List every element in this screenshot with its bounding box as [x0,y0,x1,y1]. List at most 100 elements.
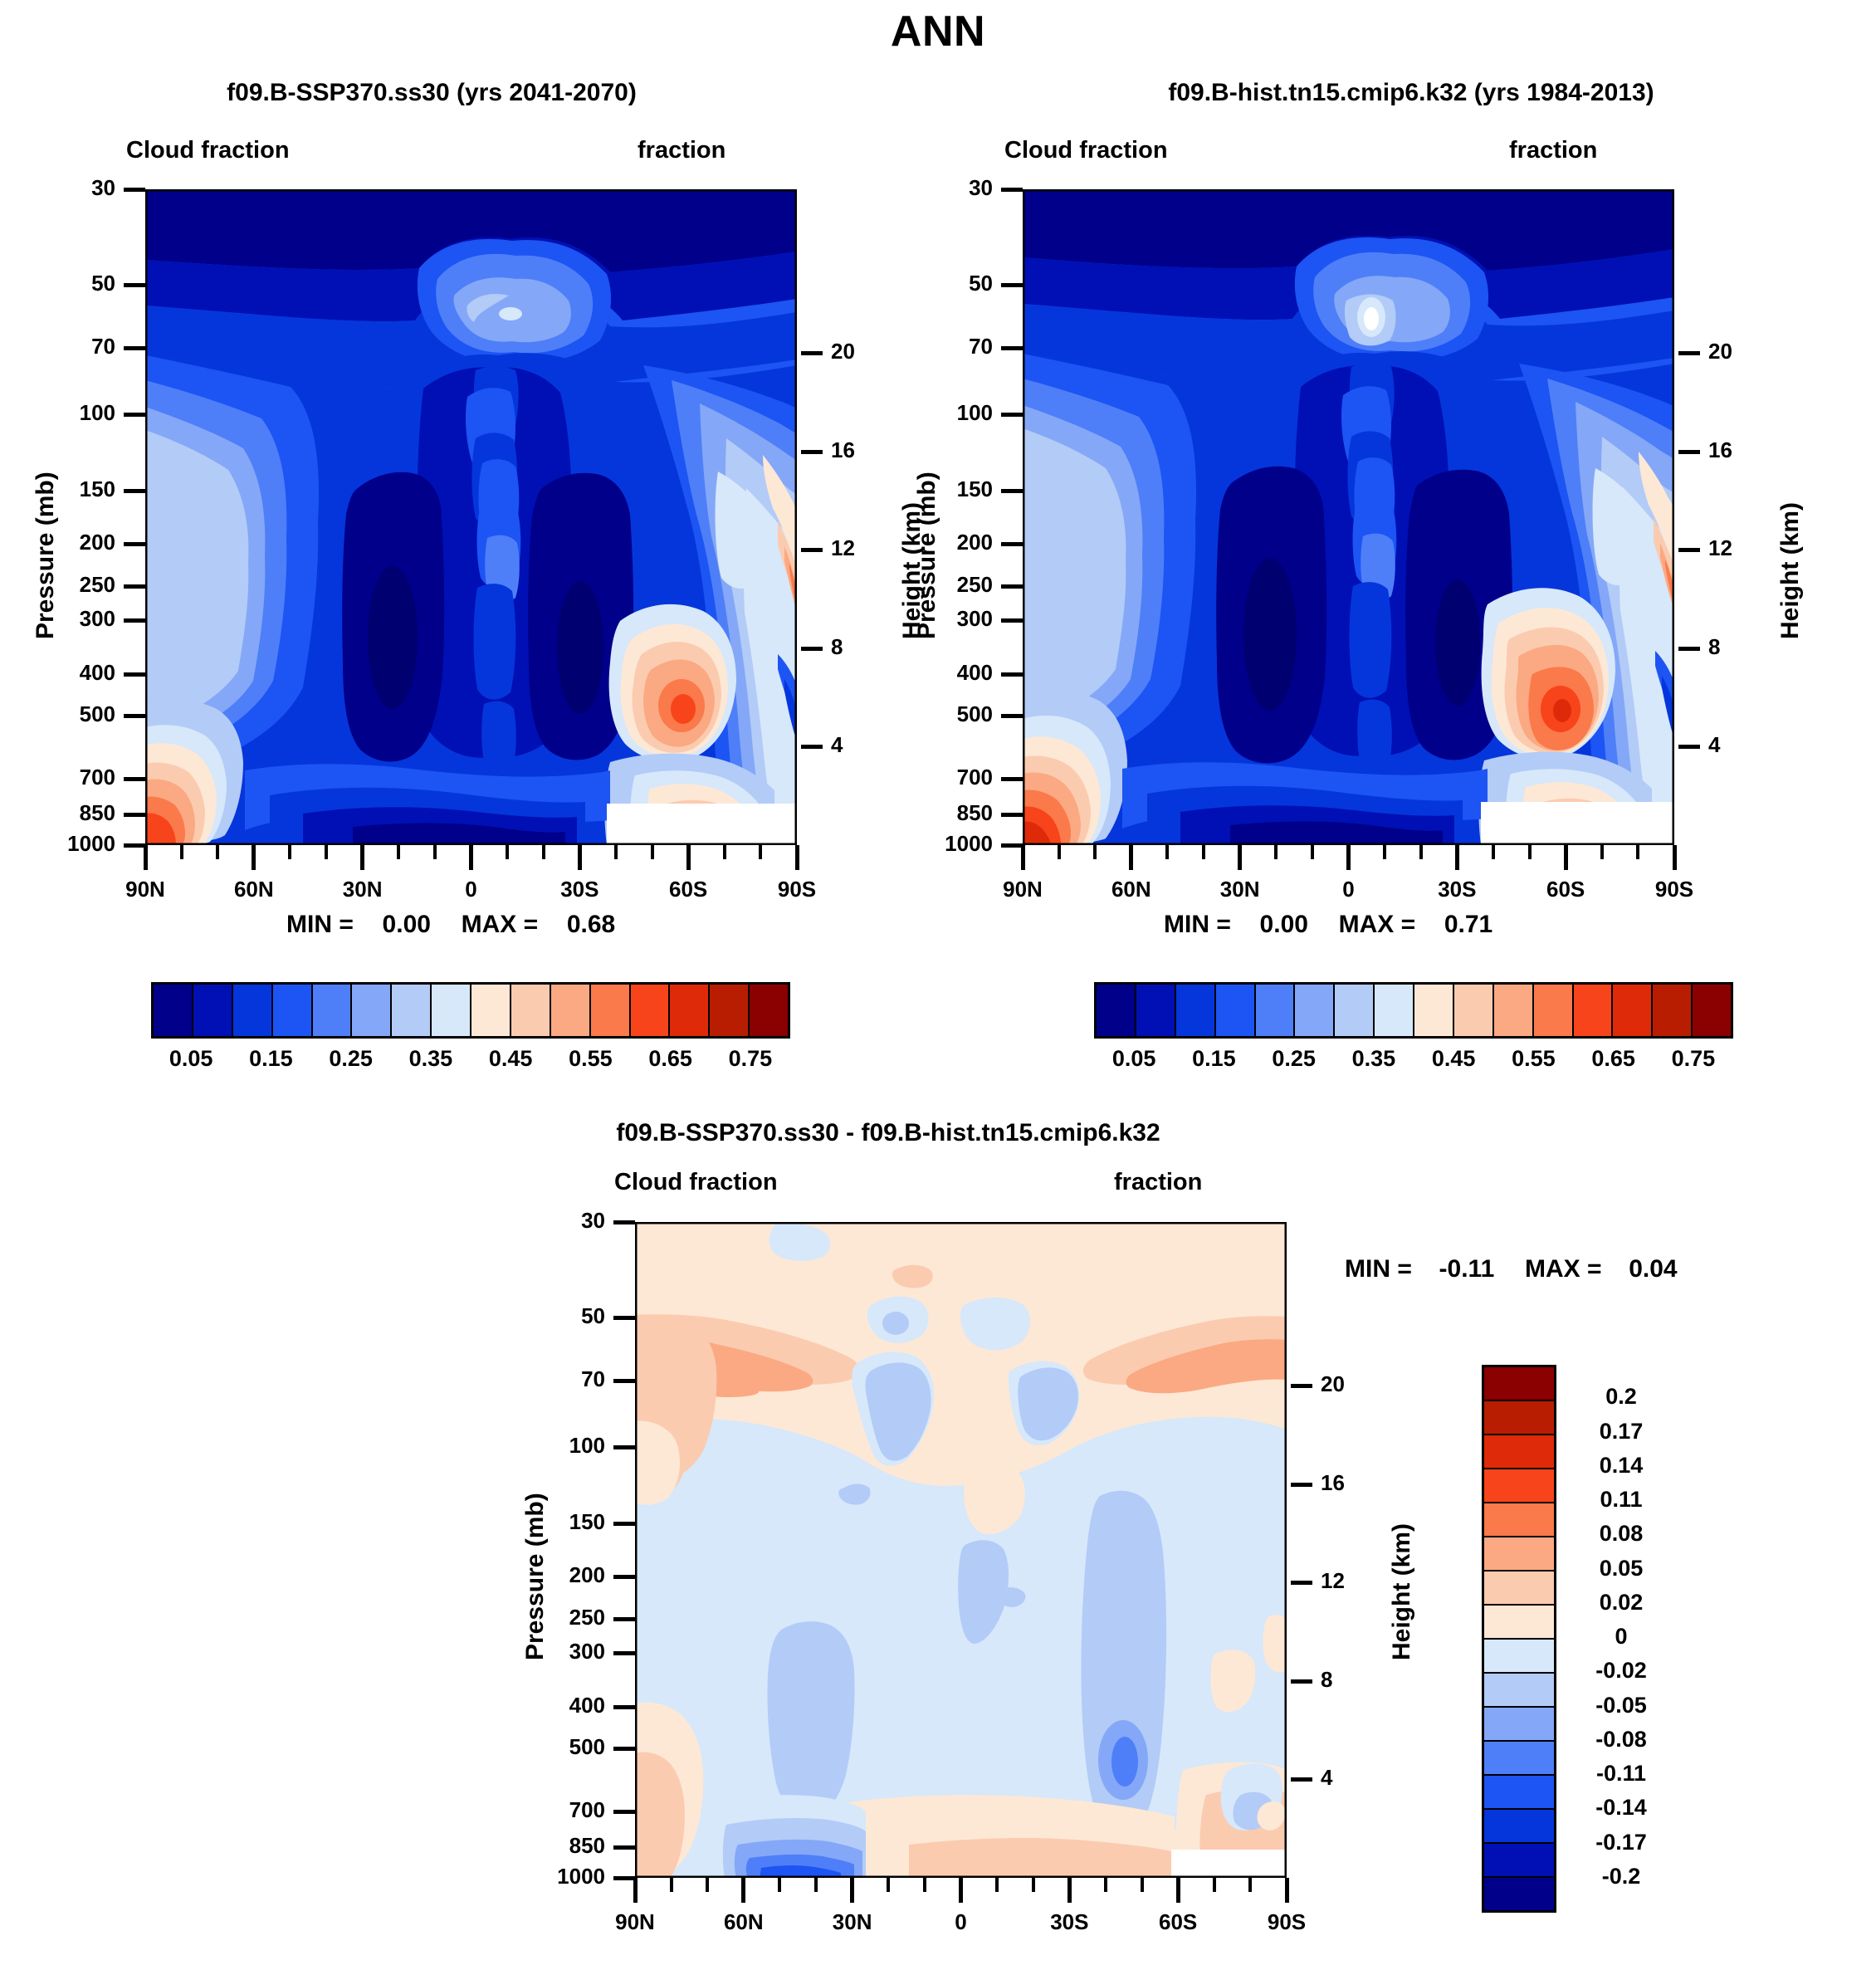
colorbar-cell[interactable] [352,985,393,1036]
colorbar-cell[interactable] [1484,1537,1554,1572]
colorbar-cell[interactable] [1484,1401,1554,1435]
y-tick-label: 1000 [945,831,993,856]
colorbar-cell[interactable] [1484,1742,1554,1776]
colorbar-cell[interactable] [1136,985,1176,1036]
colorbar-tick-label: 0.35 [1351,1046,1396,1071]
colorbar-cell[interactable] [1375,985,1414,1036]
x-tick-label: 90N [615,1909,655,1934]
y-tick-mark [613,1445,635,1450]
x-tick-label: 30N [342,877,383,902]
colorbar-cell[interactable] [1215,985,1256,1036]
colorbar-cell[interactable] [1484,1776,1554,1810]
y-tick-mark [124,345,145,350]
y2-tick-label: 8 [831,633,843,659]
colorbar-cell[interactable] [1573,985,1614,1036]
x-tick-label: 60N [1111,877,1151,902]
colorbar-cell[interactable] [550,985,591,1036]
colorbar-cell[interactable] [1484,1606,1554,1640]
x-tick-mark [741,1878,746,1903]
x-minor-tick [1031,1878,1035,1892]
colorbar-cell[interactable] [590,985,631,1036]
colorbar-cell[interactable] [1613,985,1654,1036]
colorbar-cell[interactable] [1653,985,1693,1036]
y-tick-mark [124,776,145,781]
colorbar-cell[interactable] [1484,1674,1554,1708]
colorbar-cell[interactable] [154,985,193,1036]
y2-tick-label: 12 [831,535,855,561]
x-tick-label: 90N [125,877,165,902]
panel-title-top-left: f09.B-SSP370.ss30 (yrs 2041-2070) [227,79,637,106]
colorbar-cell[interactable] [471,985,511,1036]
colorbar-cell[interactable] [1335,985,1375,1036]
colorbar-cell[interactable] [272,985,313,1036]
y2-tick-label: 4 [1321,1765,1333,1791]
y2-tick-mark [1678,548,1700,553]
colorbar-cell[interactable] [1295,985,1336,1036]
y-tick-mark [124,283,145,288]
colorbar-cell[interactable] [1414,985,1454,1036]
variable-label-top-right: Cloud fraction [1004,137,1168,164]
y2-axis-ticks-top-left: 20 16 12 8 4 [801,189,901,845]
colorbar-cell[interactable] [750,985,788,1036]
y-tick-mark [1001,584,1023,589]
min-value-top-left: 0.00 [382,911,431,938]
y-tick-mark [613,1316,635,1321]
y-tick-label: 200 [569,1562,605,1588]
colorbar-cell[interactable] [1533,985,1574,1036]
colorbar-tick-label: -0.02 [1595,1658,1647,1684]
colorbar-tick-label: 0.55 [569,1046,613,1071]
colorbar-cell[interactable] [1484,1367,1554,1401]
colorbar-cell[interactable] [312,985,353,1036]
colorbar-tick-label: -0.11 [1595,1761,1647,1786]
colorbar-cell[interactable] [1175,985,1216,1036]
y-tick-label: 150 [956,476,993,501]
colorbar-cell[interactable] [432,985,471,1036]
y-tick-mark [1001,488,1023,493]
y-tick-label: 100 [79,400,115,426]
x-minor-tick [179,845,183,859]
y2-tick-mark [801,449,823,454]
colorbar-cell[interactable] [1484,1878,1554,1910]
colorbar-cell[interactable] [710,985,750,1036]
colorbar-cell[interactable] [392,985,432,1036]
colorbar-cell[interactable] [1255,985,1296,1036]
x-minor-tick [887,1878,891,1892]
colorbar-cell[interactable] [1484,1572,1554,1606]
page-title: ANN [890,7,986,56]
colorbar-top-left[interactable] [151,982,790,1039]
y2-tick-label: 8 [1708,633,1721,659]
x-tick-label: 30N [1219,877,1260,902]
x-minor-tick [397,845,401,859]
colorbar-cell[interactable] [1453,985,1494,1036]
colorbar-cell[interactable] [1484,1469,1554,1503]
colorbar-top-right[interactable] [1094,982,1733,1039]
x-tick-mark [1020,845,1025,870]
colorbar-tick-label: 0.05 [169,1046,213,1071]
colorbar-cell[interactable] [1484,1810,1554,1844]
x-tick-mark [1129,845,1134,870]
y-tick-label: 70 [969,333,993,359]
colorbar-cell[interactable] [193,985,233,1036]
colorbar-cell[interactable] [630,985,671,1036]
colorbar-bottom-vertical[interactable] [1482,1365,1556,1913]
colorbar-tick-label: 0.25 [329,1046,373,1071]
x-tick-label: 0 [465,877,477,902]
colorbar-cell[interactable] [1097,985,1136,1036]
colorbar-cell[interactable] [1484,1708,1554,1742]
colorbar-cell[interactable] [1693,985,1731,1036]
colorbar-cell[interactable] [232,985,273,1036]
colorbar-cell[interactable] [1484,1640,1554,1674]
colorbar-cell[interactable] [1493,985,1534,1036]
colorbar-tick-label: 0.11 [1600,1487,1643,1512]
x-tick-mark [850,1878,855,1903]
colorbar-cell[interactable] [670,985,711,1036]
y2-tick-label: 12 [1321,1568,1345,1594]
colorbar-cell[interactable] [1484,1435,1554,1469]
colorbar-cell[interactable] [1484,1503,1554,1537]
max-label-bottom: MAX = [1524,1255,1602,1283]
y-axis-ticks-top-left: 30 50 70 100 150 200 250 300 400 500 700 850 1000 [37,175,145,856]
y-tick-mark [613,1845,635,1850]
colorbar-cell[interactable] [1484,1844,1554,1878]
colorbar-cell[interactable] [511,985,551,1036]
min-label-top-right: MIN = [1164,911,1231,938]
